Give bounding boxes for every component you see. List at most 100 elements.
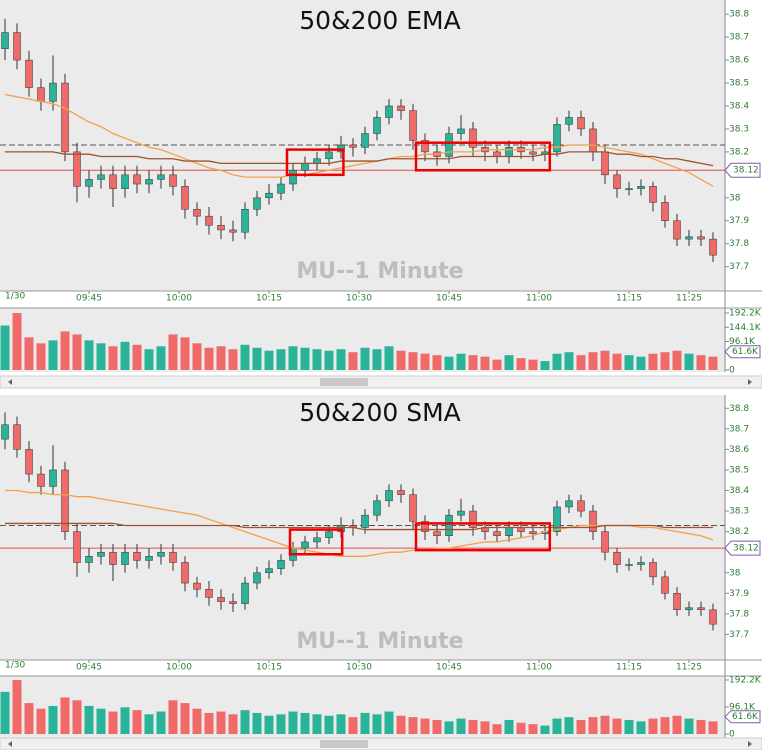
candle-body (445, 133, 453, 157)
scroll-left[interactable] (8, 741, 12, 747)
scrollbar-thumb[interactable] (320, 740, 368, 748)
scroll-left[interactable] (8, 379, 12, 385)
volume-bar (372, 714, 382, 734)
volume-bar (600, 715, 610, 734)
candle-body (265, 192, 273, 199)
candle-body (409, 494, 417, 522)
volume-bar (24, 703, 34, 734)
candle-body (205, 588, 213, 598)
volume-bar (144, 714, 154, 734)
volume-bar (360, 347, 370, 370)
y-tick-label: 38.8 (729, 10, 749, 20)
candle-body (13, 424, 21, 450)
candle-body (397, 105, 405, 111)
candle-body (313, 158, 321, 164)
y-tick-label: 38 (729, 568, 741, 578)
candle-body (493, 151, 501, 157)
volume-bar (240, 710, 250, 734)
y-tick-label: 37.9 (729, 216, 749, 226)
candle-body (121, 174, 129, 189)
volume-bar (288, 711, 298, 734)
scroll-right[interactable] (748, 741, 752, 747)
volume-bar (180, 337, 190, 370)
last-price-badge (724, 540, 761, 556)
scroll-right[interactable] (748, 379, 752, 385)
y-tick-label: 37.8 (729, 609, 749, 619)
volume-bar (276, 349, 286, 370)
candle-body (529, 151, 537, 155)
volume-bar (648, 353, 658, 370)
y-tick-label: 38.5 (729, 79, 749, 89)
x-tick-label: 11:00 (526, 663, 552, 673)
x-tick-label: 11:15 (616, 663, 642, 673)
volume-bar (396, 715, 406, 734)
candle-body (421, 521, 429, 532)
candle-body (241, 582, 249, 604)
volume-bar (636, 356, 646, 370)
y-tick-label: 38.4 (729, 101, 749, 111)
candle-body (433, 531, 441, 537)
candle-body (361, 514, 369, 528)
candle-body (577, 117, 585, 130)
volume-bar (120, 707, 130, 734)
volume-bar (276, 714, 286, 734)
highlight-box (288, 528, 344, 556)
candle-body (325, 151, 333, 160)
candle-body (697, 236, 705, 240)
volume-badge (724, 710, 761, 724)
volume-bar (708, 356, 718, 370)
candle-body (589, 128, 597, 153)
volume-bar (456, 718, 466, 734)
candle-body (385, 105, 393, 118)
x-tick-label: 10:00 (166, 663, 192, 673)
volume-bar (540, 725, 550, 734)
x-tick-label: 10:45 (436, 663, 462, 673)
y-tick-label: 38.6 (729, 445, 749, 455)
volume-bar (468, 719, 478, 734)
candle-body (649, 562, 657, 578)
y-tick-label: 38.5 (729, 465, 749, 475)
scrollbar[interactable] (0, 375, 762, 389)
candle-body (313, 537, 321, 543)
volume-bar (228, 714, 238, 734)
volume-bar (444, 356, 454, 370)
candle-body (49, 82, 57, 102)
volume-bar (444, 721, 454, 734)
volume-tick-label: 192.2K (729, 309, 762, 319)
x-tick-label: 09:45 (76, 663, 102, 673)
volume-bar (408, 352, 418, 370)
volume-bar (456, 353, 466, 370)
volume-bar (672, 350, 682, 370)
candle-body (73, 151, 81, 187)
candle-body (205, 215, 213, 226)
scrollbar-thumb[interactable] (320, 378, 368, 386)
y-tick-label: 38.6 (729, 56, 749, 66)
candle-body (613, 551, 621, 565)
volume-bar (72, 334, 82, 370)
candle-body (709, 238, 717, 256)
date-label: 1/30 (5, 661, 25, 671)
volume-bar (156, 711, 166, 734)
volume-bar (552, 718, 562, 734)
volume-bar (12, 680, 22, 734)
candle-body (565, 500, 573, 508)
candle-body (625, 564, 633, 566)
volume-bar (168, 334, 178, 370)
moving-average (4, 93, 714, 187)
scrollbar[interactable] (0, 737, 762, 750)
volume-bar (564, 717, 574, 734)
volume-bar (60, 331, 70, 370)
volume-bar (696, 719, 706, 734)
candle-body (25, 59, 33, 88)
volume-bar (24, 337, 34, 370)
moving-average (5, 489, 714, 557)
date-label: 1/30 (5, 292, 25, 302)
volume-bar (144, 349, 154, 370)
volume-bar (612, 353, 622, 370)
volume-bar (36, 343, 46, 370)
volume-bar (504, 355, 514, 370)
volume-bar (192, 708, 202, 734)
candle-body (649, 186, 657, 203)
volume-bar (432, 355, 442, 370)
